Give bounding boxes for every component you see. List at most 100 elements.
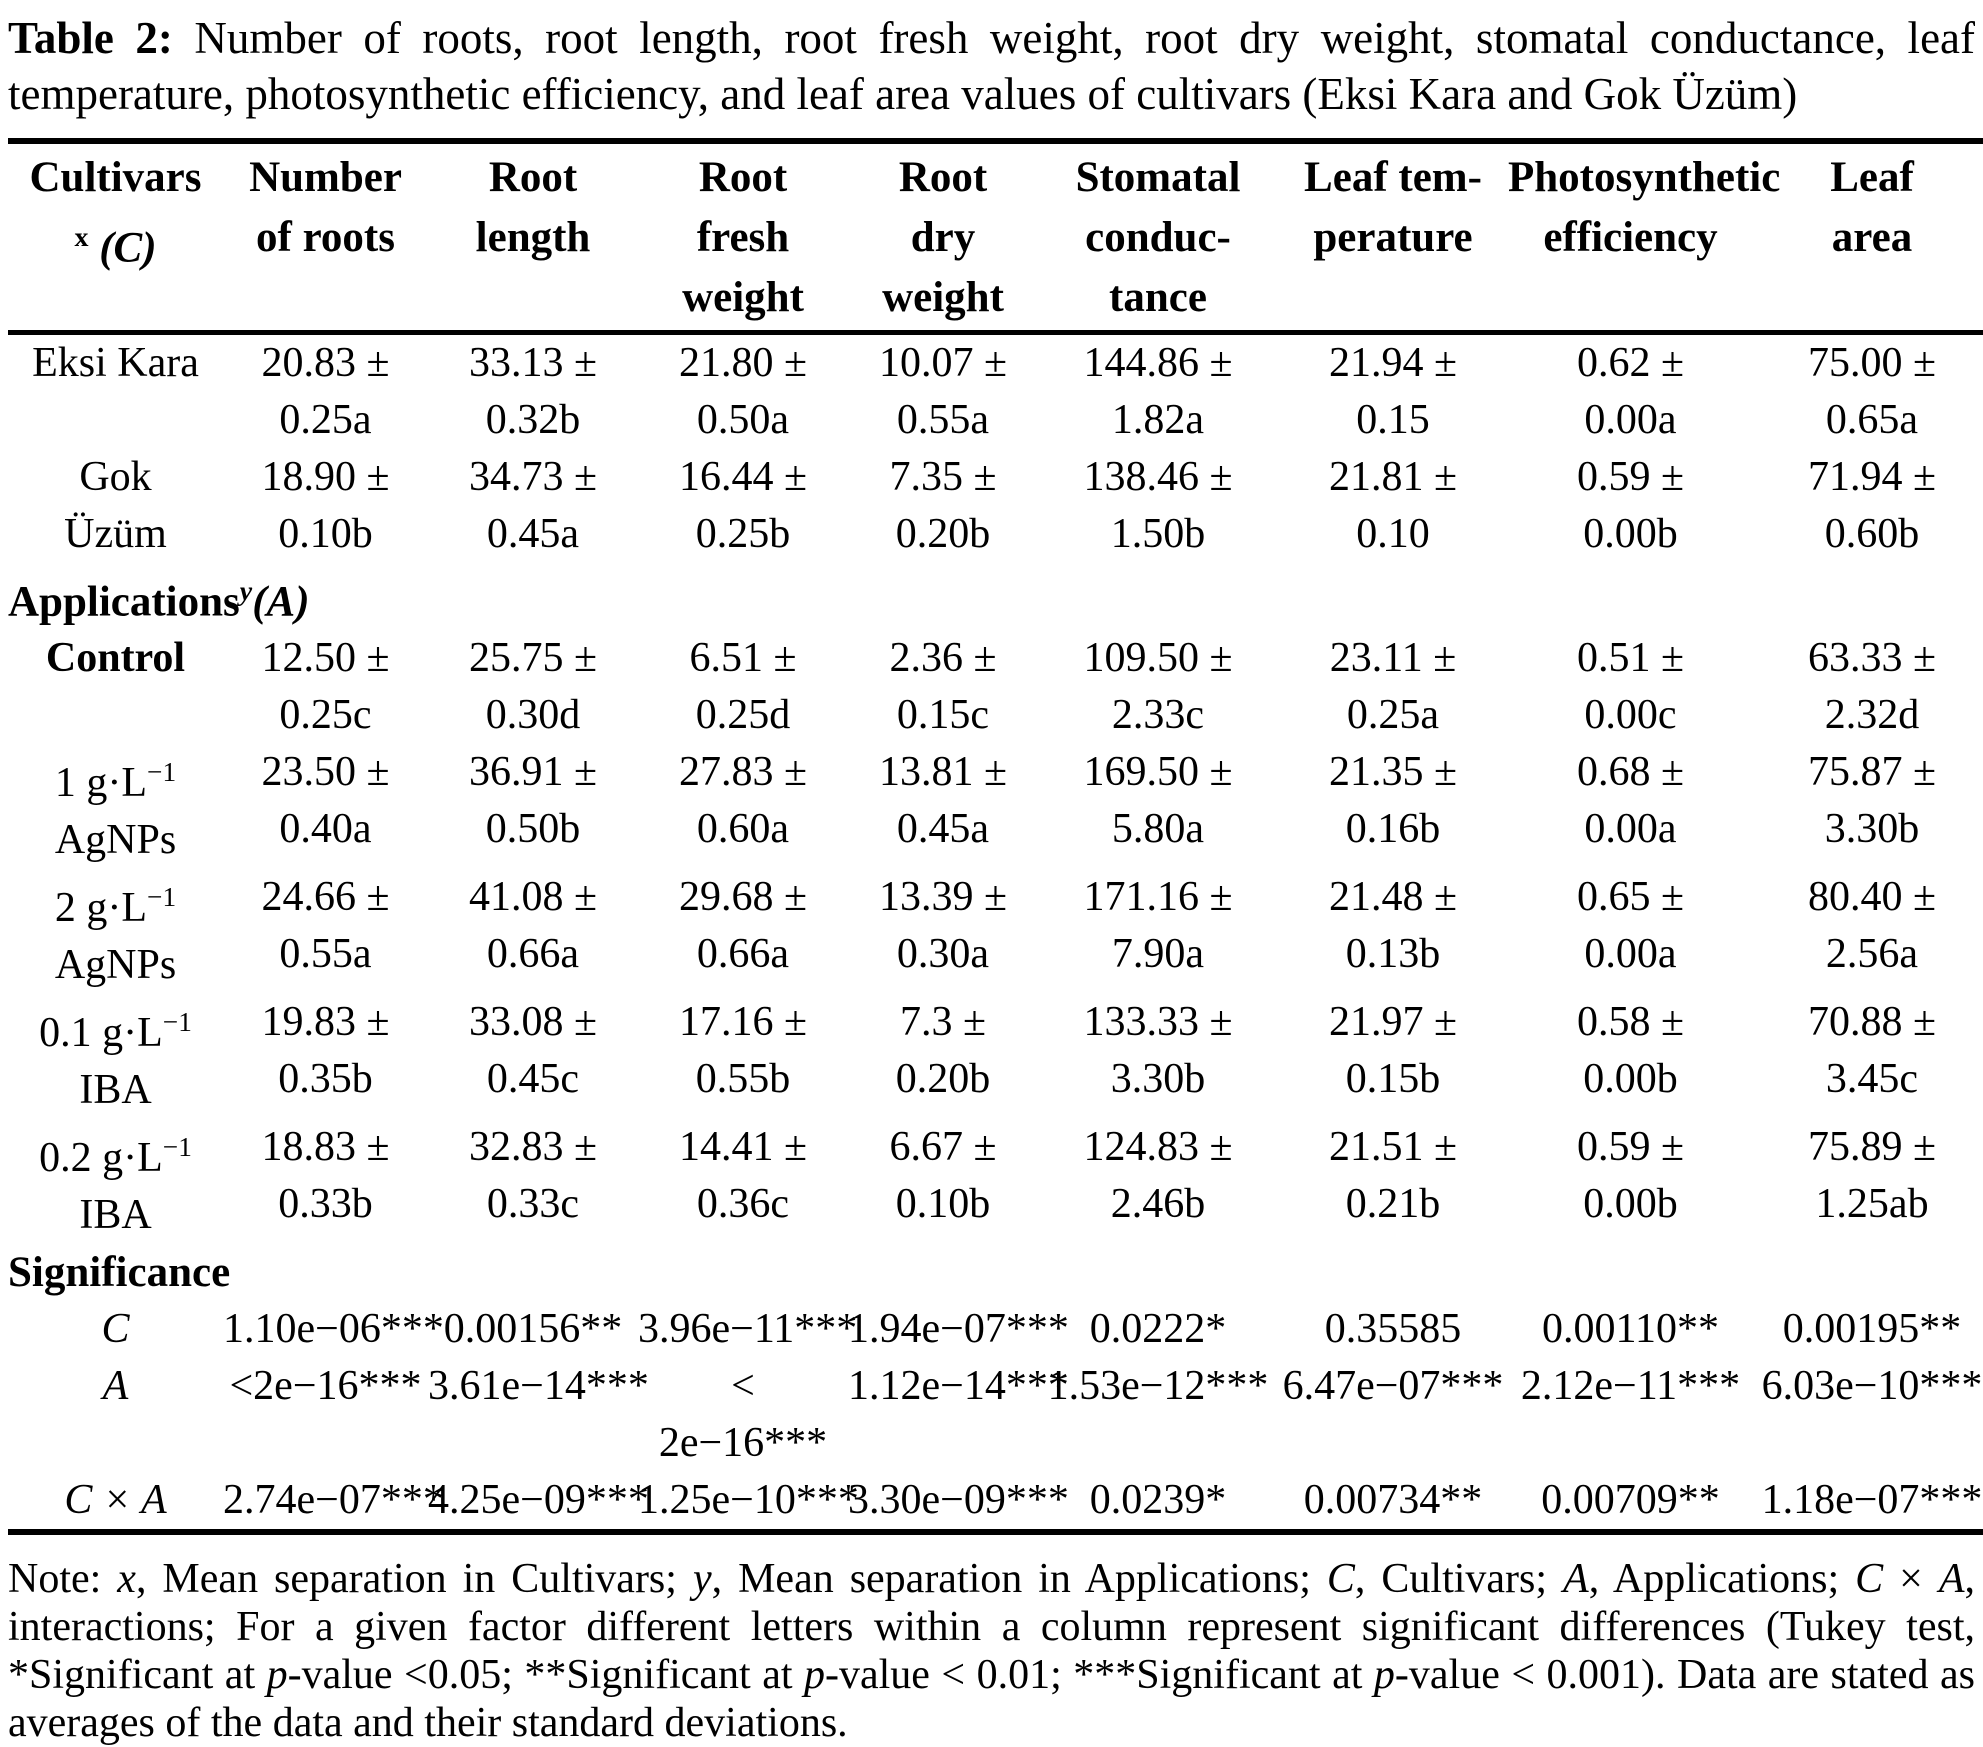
- cell-mean-sd: 171.16 ± 7.90a: [1038, 869, 1278, 994]
- row-label-line: A: [102, 1363, 129, 1410]
- cell-mean-sd: 29.68 ± 0.66a: [638, 869, 848, 994]
- cell-mean-sd: 144.86 ± 1.82a: [1038, 333, 1278, 450]
- cell-mean-sd: 138.46 ± 1.50b: [1038, 449, 1278, 563]
- sd-value: 0.33b: [278, 1181, 373, 1228]
- p-value: 1.12e−14***: [848, 1363, 1069, 1410]
- row-01g-iba: 0.1 g·L−1 IBA 19.83 ± 0.35b 33.08 ± 0.45c 1…: [8, 994, 1983, 1119]
- sd-value: 0.55b: [695, 1056, 791, 1103]
- superscript-y: y: [239, 576, 253, 607]
- mean-value: 109.50 ±: [1083, 635, 1233, 682]
- col-header-leaf-area: Leaf area: [1753, 141, 1983, 335]
- p-value: 0.35585: [1324, 1306, 1462, 1353]
- row-label-line: IBA: [79, 1192, 152, 1239]
- sd-value: 3.30b: [1110, 1056, 1206, 1103]
- p-value: 0.00734**: [1303, 1477, 1483, 1524]
- superscript-x: x: [74, 222, 89, 253]
- row-label-line: Gok: [79, 454, 152, 500]
- mean-value: 23.50 ±: [261, 749, 390, 796]
- sd-value: 0.25b: [695, 511, 791, 557]
- sd-value: 0.13b: [1345, 931, 1441, 978]
- col-header-root-fresh-weight: Root fresh weight: [638, 141, 848, 335]
- sd-value: 0.25a: [1346, 692, 1440, 739]
- p-value: 1.53e−12***: [1047, 1363, 1269, 1410]
- cell-pvalue: 1.25e−10***: [638, 1472, 859, 1532]
- mean-value: 71.94 ±: [1807, 454, 1937, 500]
- col-header-stomatal-conductance: Stomatal conduc- tance: [1038, 141, 1278, 335]
- cell-pvalue: 0.35585: [1278, 1301, 1508, 1358]
- sd-value: 0.66a: [696, 931, 790, 978]
- row-significance-applications: A <2e−16*** 3.61e−14*** <2e−16*** 1.12e−…: [8, 1358, 1983, 1472]
- header-line: Stomatal: [1075, 154, 1241, 201]
- mean-value: 18.83 ±: [261, 1124, 390, 1171]
- sd-value: 0.45c: [486, 1056, 580, 1103]
- sd-value: 0.10b: [278, 511, 373, 557]
- mean-value: 133.33 ±: [1083, 999, 1233, 1046]
- mean-value: 19.83 ±: [261, 999, 390, 1046]
- row-label-02g-iba: 0.2 g·L−1 IBA: [8, 1119, 223, 1244]
- sd-value: 0.16b: [1345, 806, 1441, 853]
- significance-section-label: Significance: [8, 1249, 231, 1297]
- cell-mean-sd: 34.73 ± 0.45a: [428, 449, 638, 563]
- mean-value: 21.81 ±: [1328, 454, 1458, 500]
- mean-value: 144.86 ±: [1083, 340, 1233, 386]
- cell-mean-sd: 21.35 ± 0.16b: [1278, 744, 1508, 869]
- dose-exponent: −1: [147, 757, 177, 788]
- sd-value: 0.60a: [696, 806, 790, 853]
- p-value: 6.03e−10***: [1761, 1363, 1983, 1410]
- header-line: Number: [249, 154, 402, 201]
- row-significance-cultivars: C 1.10e−06*** 0.00156** 3.96e−11*** 1.94…: [8, 1301, 1983, 1358]
- cell-pvalue: 1.12e−14***: [848, 1358, 1069, 1472]
- cultivars-symbol: (C): [99, 224, 157, 272]
- row-label-line: Eksi Kara: [32, 340, 199, 386]
- sd-value: 0.32b: [485, 397, 581, 443]
- cell-mean-sd: 13.39 ± 0.30a: [848, 869, 1038, 994]
- sd-value: 0.40a: [279, 806, 372, 853]
- p-value: <2e−16***: [229, 1363, 422, 1410]
- cell-mean-sd: 21.94 ± 0.15: [1278, 333, 1508, 450]
- sd-value: 0.65a: [1825, 397, 1919, 443]
- mean-value: 32.83 ±: [468, 1124, 598, 1171]
- mean-value: 27.83 ±: [678, 749, 808, 796]
- mean-value: 169.50 ±: [1083, 749, 1233, 796]
- p-value: 0.0222*: [1089, 1306, 1227, 1353]
- p-value: 3.30e−09***: [848, 1477, 1069, 1524]
- sd-value: 0.35b: [278, 1056, 373, 1103]
- cell-mean-sd: 33.13 ± 0.32b: [428, 333, 638, 450]
- p-value: 0.00110**: [1542, 1306, 1719, 1353]
- sd-value: 0.15: [1356, 397, 1430, 443]
- cell-mean-sd: 63.33 ± 2.32d: [1753, 630, 1983, 744]
- mean-value: 16.44 ±: [678, 454, 808, 500]
- row-label-01g-iba: 0.1 g·L−1 IBA: [8, 994, 223, 1119]
- cell-mean-sd: 21.97 ± 0.15b: [1278, 994, 1508, 1119]
- sd-value: 0.15b: [1345, 1056, 1441, 1103]
- cell-mean-sd: 23.11 ± 0.25a: [1278, 630, 1508, 744]
- mean-value: 0.65 ±: [1576, 874, 1685, 921]
- row-gok-uzum: Gok Üzüm 18.90 ± 0.10b 34.73 ± 0.45a 16.44 …: [8, 449, 1983, 563]
- row-label-a: A: [8, 1358, 223, 1472]
- cell-mean-sd: 25.75 ± 0.30d: [428, 630, 638, 744]
- row-label-line: AgNPs: [54, 942, 177, 989]
- cell-mean-sd: 6.67 ± 0.10b: [848, 1119, 1038, 1244]
- row-label-line: 0.1 g·L−1: [8, 994, 223, 1062]
- sd-value: 1.25ab: [1815, 1181, 1929, 1228]
- cell-mean-sd: 75.87 ± 3.30b: [1753, 744, 1983, 869]
- cell-pvalue: 0.0239*: [1038, 1472, 1278, 1532]
- p-value: 1.25e−10***: [638, 1477, 859, 1524]
- cell-mean-sd: 0.51 ± 0.00c: [1508, 630, 1753, 744]
- table-header-row: Cultivars x (C) Number of roots Root len…: [8, 141, 1983, 335]
- header-line: weight: [882, 274, 1004, 321]
- mean-value: 171.16 ±: [1083, 874, 1233, 921]
- mean-value: 36.91 ±: [468, 749, 598, 796]
- cell-mean-sd: 109.50 ± 2.33c: [1038, 630, 1278, 744]
- sd-value: 0.00b: [1583, 1181, 1678, 1228]
- cell-mean-sd: 12.50 ± 0.25c: [223, 630, 428, 744]
- mean-value: 29.68 ±: [678, 874, 808, 921]
- mean-value: 21.80 ±: [678, 340, 808, 386]
- cell-mean-sd: 20.83 ± 0.25a: [223, 333, 428, 450]
- results-table: Cultivars x (C) Number of roots Root len…: [8, 138, 1983, 1536]
- cell-mean-sd: 80.40 ± 2.56a: [1753, 869, 1983, 994]
- cell-mean-sd: 75.89 ± 1.25ab: [1753, 1119, 1983, 1244]
- header-line: Root: [488, 154, 578, 201]
- header-line: x (C): [8, 208, 223, 278]
- row-label-2g-agnps: 2 g·L−1 AgNPs: [8, 869, 223, 994]
